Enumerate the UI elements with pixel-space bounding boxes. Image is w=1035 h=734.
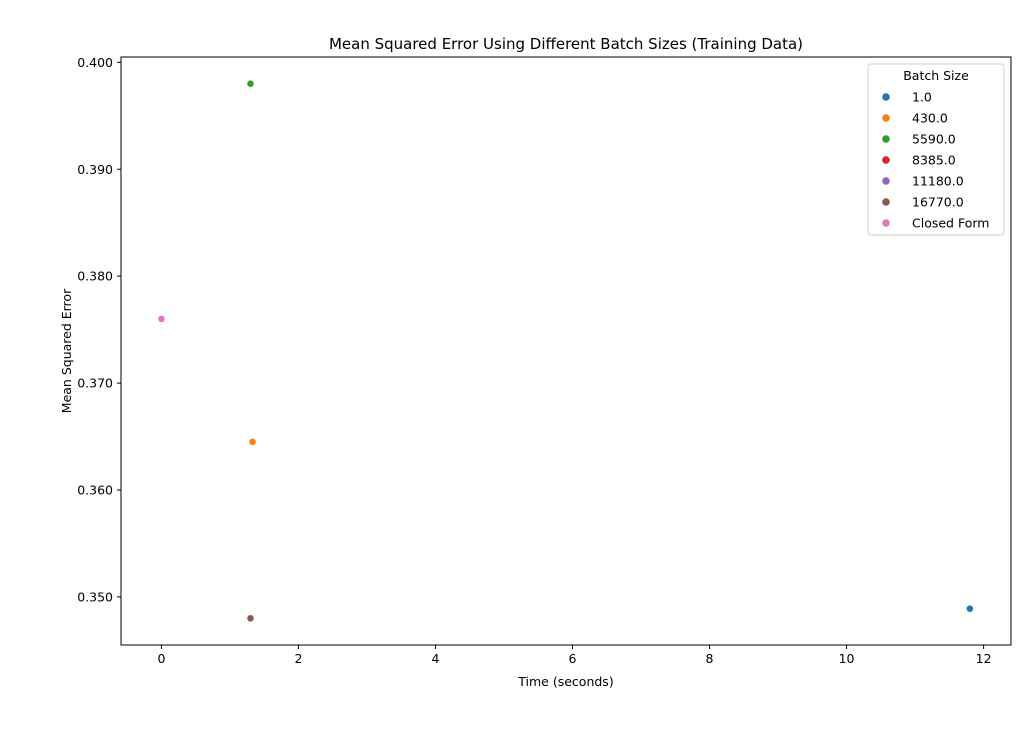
legend-marker — [882, 219, 890, 227]
legend-item-label: 11180.0 — [912, 174, 964, 189]
x-tick-label: 6 — [569, 651, 577, 666]
legend-item-label: 8385.0 — [912, 153, 956, 168]
x-tick-label: 4 — [432, 651, 440, 666]
y-tick-label: 0.380 — [77, 269, 113, 284]
legend-item-label: 5590.0 — [912, 132, 956, 147]
x-axis-label: Time (seconds) — [517, 674, 613, 689]
legend-marker — [882, 177, 890, 185]
y-tick-label: 0.350 — [77, 589, 113, 604]
x-tick-label: 12 — [976, 651, 992, 666]
legend: Batch Size 1.0 430.0 5590.0 8385.0 11180.0 167… — [867, 63, 1005, 236]
legend-title: Batch Size — [903, 68, 969, 83]
legend-item-label: Closed Form — [912, 216, 989, 231]
legend-box — [867, 63, 1005, 236]
chart-title: Mean Squared Error Using Different Batch… — [329, 35, 803, 53]
data-point — [246, 614, 255, 623]
data-point — [965, 604, 974, 613]
legend-item-label: 1.0 — [912, 90, 932, 105]
x-tick-label: 10 — [839, 651, 855, 666]
y-tick-label: 0.360 — [77, 482, 113, 497]
x-tick-label: 2 — [294, 651, 302, 666]
legend-marker — [882, 114, 890, 122]
legend-marker — [882, 93, 890, 101]
legend-marker — [882, 156, 890, 164]
data-point — [248, 437, 257, 446]
legend-item-label: 430.0 — [912, 111, 948, 126]
x-tick-label: 0 — [157, 651, 165, 666]
y-tick-label: 0.400 — [77, 55, 113, 70]
y-tick-label: 0.370 — [77, 376, 113, 391]
data-point — [246, 79, 255, 88]
legend-marker — [882, 198, 890, 206]
legend-marker — [882, 135, 890, 143]
plot-area: 0 2 4 6 8 10 12 0.350 0.360 0.370 0.380 0.390 0.400 — [77, 55, 1012, 666]
x-tick-label: 8 — [706, 651, 714, 666]
y-axis-label: Mean Squared Error — [59, 288, 74, 413]
y-tick-label: 0.390 — [77, 162, 113, 177]
data-point — [157, 315, 166, 323]
axes-frame — [120, 56, 1012, 646]
legend-item-label: 16770.0 — [912, 195, 964, 210]
